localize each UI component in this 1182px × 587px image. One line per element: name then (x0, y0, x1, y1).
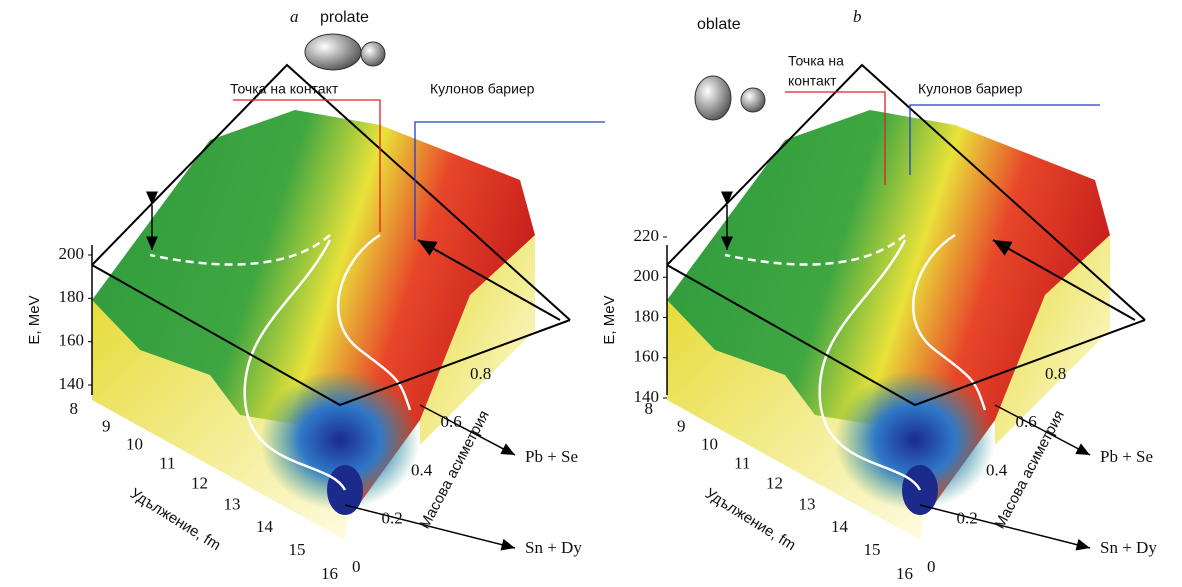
figure: Pb + Se Sn + Dy a prolate Точка на контакт Ку… (0, 0, 1182, 587)
z-tick-label: 140 (59, 374, 85, 393)
barrier-label: Кулонов бариер (430, 81, 535, 97)
z-tick-label: 180 (634, 306, 660, 325)
x-axis-title: Удължение, fm (702, 485, 799, 554)
x-tick-label: 8 (70, 399, 79, 418)
mass-tick-label: 0.4 (411, 460, 433, 479)
z-tick-label: 160 (59, 331, 85, 350)
x-tick-label: 11 (159, 453, 175, 472)
panel-label: a (290, 7, 299, 26)
mass-tick-label: 0 (352, 557, 361, 576)
x-tick-label: 15 (289, 540, 306, 559)
z-tick-label: 220 (634, 226, 660, 245)
x-tick-label: 13 (799, 495, 816, 514)
shape-label: prolate (320, 9, 369, 26)
panel: Pb + Se Sn + Dy a prolate Точка на контакт Ку… (26, 7, 605, 583)
channel-label: Pb + Se (525, 447, 578, 466)
shape-label: oblate (697, 16, 741, 33)
x-tick-label: 12 (766, 473, 783, 492)
mass-tick-label: 0.6 (441, 412, 462, 431)
x-tick-label: 14 (831, 517, 849, 536)
x-tick-label: 16 (321, 564, 338, 583)
x-tick-label: 9 (102, 416, 111, 435)
nucleus (695, 76, 731, 120)
x-tick-label: 16 (896, 564, 913, 583)
z-tick-label: 200 (634, 266, 660, 285)
mass-tick-label: 0.6 (1016, 412, 1037, 431)
x-axis-title: Удължение, fm (127, 485, 224, 554)
x-tick-label: 8 (645, 399, 654, 418)
z-tick-label: 160 (634, 347, 660, 366)
contact-label: Точка на (788, 53, 844, 69)
x-tick-label: 15 (864, 540, 881, 559)
z-tick-label: 200 (59, 244, 85, 263)
panel-label: b (853, 7, 862, 26)
nucleus (741, 88, 765, 112)
nucleus (305, 34, 361, 70)
contact-label: контакт (788, 73, 837, 89)
x-tick-label: 10 (126, 434, 143, 453)
x-tick-label: 12 (191, 473, 208, 492)
z-axis-title: E, MeV (26, 295, 43, 344)
mass-tick-label: 0.8 (470, 364, 491, 383)
mass-tick-label: 0 (927, 557, 936, 576)
panel: Pb + Se Sn + Dy b oblate Точка на контакт Куло… (601, 7, 1157, 583)
mass-tick-label: 0.2 (957, 509, 978, 528)
channel-label: Sn + Dy (1100, 538, 1157, 557)
x-tick-label: 10 (701, 434, 718, 453)
z-tick-label: 180 (59, 287, 85, 306)
x-tick-label: 11 (734, 453, 750, 472)
x-tick-label: 9 (677, 416, 686, 435)
mass-tick-label: 0.2 (382, 509, 403, 528)
x-tick-label: 13 (224, 495, 241, 514)
page: {"panels": [ {"label": "a", "shape": "pr… (0, 0, 1182, 587)
nucleus (361, 42, 385, 66)
z-axis-title: E, MeV (601, 295, 618, 344)
x-tick-label: 14 (256, 517, 274, 536)
mass-tick-label: 0.4 (986, 460, 1008, 479)
channel-label: Pb + Se (1100, 447, 1153, 466)
channel-label: Sn + Dy (525, 538, 582, 557)
contact-label: Точка на контакт (230, 81, 339, 97)
barrier-label: Кулонов бариер (918, 81, 1023, 97)
mass-tick-label: 0.8 (1045, 364, 1066, 383)
